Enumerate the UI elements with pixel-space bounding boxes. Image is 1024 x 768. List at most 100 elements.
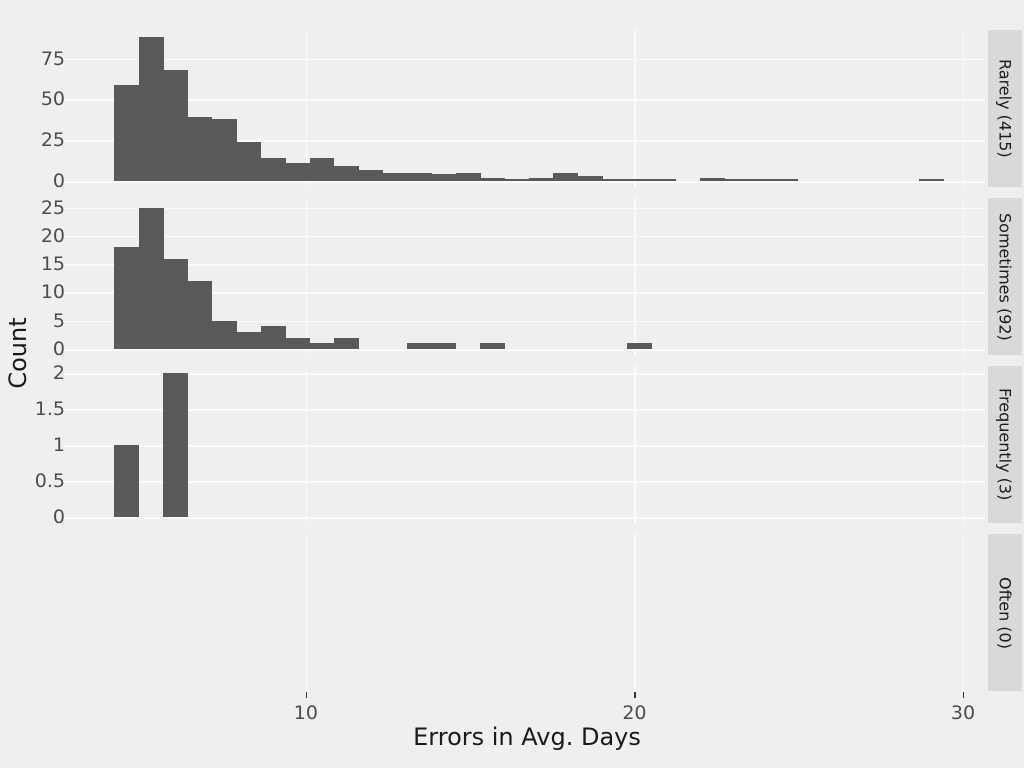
histogram-bar (431, 174, 457, 181)
histogram-bar (260, 158, 286, 181)
facet-strip-3: Frequently (3) (988, 366, 1022, 523)
y-tick-label: 10 (40, 281, 65, 304)
y-tick-label: 1.5 (34, 398, 65, 421)
y-gridline (70, 445, 985, 447)
y-gridline (70, 349, 985, 351)
histogram-bar (138, 37, 164, 181)
y-tick-label: 0 (52, 338, 65, 360)
x-tick-label: 10 (293, 702, 318, 724)
histogram-bar (285, 163, 310, 181)
x-gridline (305, 534, 308, 691)
y-tick-label: 20 (40, 224, 65, 247)
x-gridline (634, 366, 636, 523)
histogram-bar (480, 343, 506, 349)
y-tick-label: 25 (40, 196, 65, 219)
histogram-bar (748, 179, 774, 181)
histogram-bar (114, 247, 140, 349)
y-tick-mark (64, 445, 70, 447)
facet-strip-label: Often (0) (995, 576, 1015, 649)
histogram-bar (773, 179, 798, 181)
histogram-bar (407, 343, 432, 349)
histogram-bar (236, 141, 262, 181)
histogram-bar (724, 179, 750, 181)
histogram-bar (211, 320, 237, 349)
y-tick-mark (64, 99, 70, 101)
y-tick-label: 25 (40, 129, 65, 152)
y-gridline (70, 373, 985, 375)
x-gridline (962, 534, 965, 691)
x-gridline (962, 30, 965, 187)
histogram-bar (577, 176, 603, 181)
y-tick-label: 0.5 (34, 470, 65, 493)
histogram-bar (114, 84, 140, 181)
facet-panel-3 (70, 366, 985, 523)
y-gridline (70, 181, 985, 183)
x-gridline (634, 534, 636, 691)
facet-panel-1 (70, 30, 985, 187)
y-gridline (70, 99, 985, 101)
x-gridline (305, 30, 308, 187)
histogram-bar (333, 166, 359, 181)
facet-strip-4: Often (0) (988, 534, 1022, 691)
y-tick-mark (64, 181, 70, 183)
y-tick-mark (64, 409, 70, 411)
y-tick-mark (64, 207, 70, 210)
x-tick-mark (305, 692, 308, 698)
histogram-bar (163, 258, 189, 349)
histogram-bar (407, 172, 432, 181)
x-gridline (305, 366, 308, 523)
histogram-bar (163, 69, 189, 181)
x-axis-title: Errors in Avg. Days (413, 723, 641, 751)
histogram-bar (382, 172, 408, 181)
histogram-bar (919, 179, 945, 181)
y-tick-label: 75 (40, 47, 65, 70)
histogram-bar (455, 172, 481, 181)
y-tick-mark (64, 235, 70, 238)
y-tick-mark (64, 320, 70, 323)
y-tick-label: 2 (52, 362, 65, 385)
y-tick-mark (64, 264, 70, 266)
y-tick-label: 5 (52, 309, 65, 332)
x-tick-label: 20 (622, 702, 647, 724)
x-gridline (962, 366, 965, 523)
y-tick-mark (64, 292, 70, 294)
histogram-bar (163, 373, 189, 517)
x-tick-mark (634, 692, 636, 698)
y-tick-mark (64, 517, 70, 519)
y-gridline (70, 292, 985, 294)
histogram-bar (333, 337, 359, 349)
histogram-bar (699, 177, 725, 181)
y-tick-mark (64, 349, 70, 351)
histogram-bar (651, 179, 676, 181)
y-tick-label: 15 (40, 253, 65, 276)
x-gridline (634, 30, 636, 187)
histogram-bar (114, 445, 140, 517)
facet-strip-label: Frequently (3) (995, 388, 1015, 501)
y-gridline (70, 140, 985, 142)
y-tick-label: 50 (40, 88, 65, 111)
facet-strip-2: Sometimes (92) (988, 198, 1022, 355)
histogram-bar (431, 343, 457, 349)
facet-panel-2 (70, 198, 985, 355)
y-axis-title: Count (4, 317, 32, 389)
histogram-bar (260, 326, 286, 349)
x-gridline (305, 198, 308, 355)
histogram-bar (504, 179, 530, 181)
histogram-bar (626, 179, 652, 181)
y-tick-mark (64, 140, 70, 142)
histogram-bar (211, 118, 237, 181)
x-tick-mark (962, 692, 965, 698)
histogram-bar (309, 343, 335, 349)
y-gridline (70, 517, 985, 519)
y-gridline (70, 481, 985, 483)
y-tick-mark (64, 373, 70, 375)
histogram-bar (138, 207, 164, 349)
histogram-bar (626, 343, 652, 349)
y-gridline (70, 320, 985, 323)
y-tick-label: 1 (52, 434, 65, 457)
x-gridline (962, 198, 965, 355)
y-gridline (70, 58, 985, 61)
facet-strip-1: Rarely (415) (988, 30, 1022, 187)
histogram-bar (187, 281, 213, 349)
